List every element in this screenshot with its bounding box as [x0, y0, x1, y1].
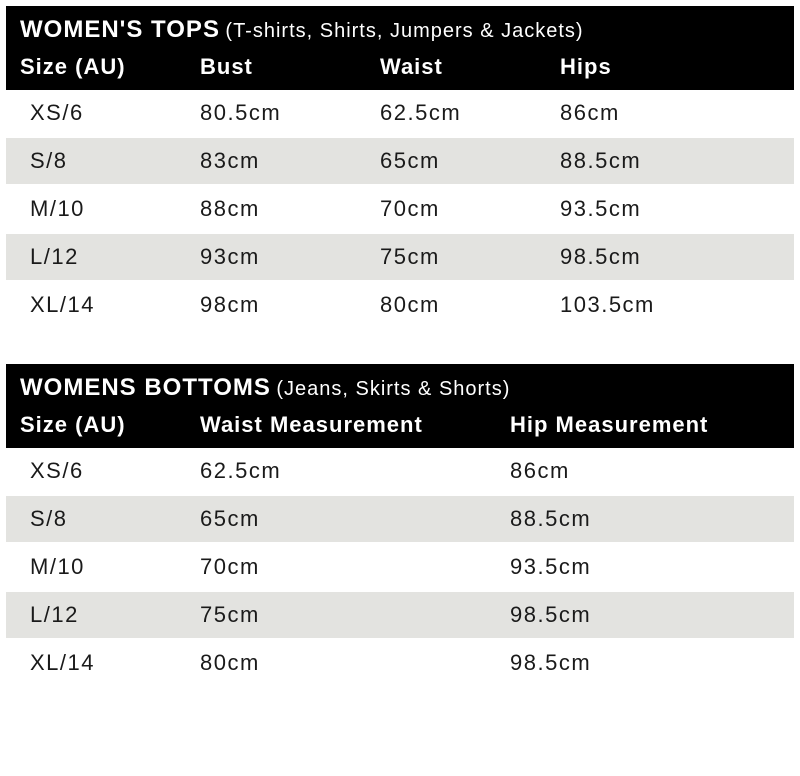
table-row: XS/6 80.5cm 62.5cm 86cm	[6, 90, 794, 138]
cell-size: S/8	[30, 506, 200, 532]
cell-waist: 75cm	[380, 244, 560, 270]
cell-hips: 88.5cm	[560, 148, 780, 174]
cell-waist: 75cm	[200, 602, 510, 628]
bottoms-subtitle-text: (Jeans, Skirts & Shorts)	[276, 378, 510, 400]
table-row: XL/14 80cm 98.5cm	[6, 640, 794, 688]
cell-size: XL/14	[30, 650, 200, 676]
cell-hip: 98.5cm	[510, 602, 780, 628]
cell-hips: 103.5cm	[560, 292, 780, 318]
cell-bust: 88cm	[200, 196, 380, 222]
cell-size: L/12	[30, 602, 200, 628]
table-row: S/8 83cm 65cm 88.5cm	[6, 138, 794, 186]
cell-bust: 98cm	[200, 292, 380, 318]
table-row: L/12 93cm 75cm 98.5cm	[6, 234, 794, 282]
tops-size-table: WOMEN'S TOPS (T-shirts, Shirts, Jumpers …	[6, 6, 794, 330]
cell-waist: 65cm	[200, 506, 510, 532]
table-row: XS/6 62.5cm 86cm	[6, 448, 794, 496]
tops-title: WOMEN'S TOPS	[20, 16, 220, 43]
tops-col-waist: Waist	[380, 54, 560, 80]
cell-bust: 93cm	[200, 244, 380, 270]
tops-col-bust: Bust	[200, 54, 380, 80]
bottoms-col-waist: Waist Measurement	[200, 412, 510, 438]
cell-hip: 88.5cm	[510, 506, 780, 532]
cell-size: XS/6	[30, 458, 200, 484]
cell-waist: 80cm	[200, 650, 510, 676]
cell-bust: 83cm	[200, 148, 380, 174]
bottoms-title-bar: WOMENS BOTTOMS (Jeans, Skirts & Shorts)	[6, 364, 794, 408]
bottoms-col-size: Size (AU)	[20, 412, 200, 438]
cell-size: XL/14	[30, 292, 200, 318]
table-row: L/12 75cm 98.5cm	[6, 592, 794, 640]
tops-col-size: Size (AU)	[20, 54, 200, 80]
bottoms-col-hip: Hip Measurement	[510, 412, 780, 438]
cell-size: M/10	[30, 196, 200, 222]
table-row: M/10 88cm 70cm 93.5cm	[6, 186, 794, 234]
cell-hip: 98.5cm	[510, 650, 780, 676]
cell-waist: 70cm	[380, 196, 560, 222]
cell-waist: 70cm	[200, 554, 510, 580]
cell-hips: 86cm	[560, 100, 780, 126]
cell-hip: 86cm	[510, 458, 780, 484]
cell-waist: 62.5cm	[200, 458, 510, 484]
cell-size: L/12	[30, 244, 200, 270]
tops-subtitle-text: (T-shirts, Shirts, Jumpers & Jackets)	[225, 20, 583, 42]
cell-hips: 98.5cm	[560, 244, 780, 270]
tops-header-row: Size (AU) Bust Waist Hips	[6, 50, 794, 90]
cell-size: XS/6	[30, 100, 200, 126]
cell-size: M/10	[30, 554, 200, 580]
cell-waist: 65cm	[380, 148, 560, 174]
table-row: S/8 65cm 88.5cm	[6, 496, 794, 544]
table-row: M/10 70cm 93.5cm	[6, 544, 794, 592]
cell-size: S/8	[30, 148, 200, 174]
cell-waist: 80cm	[380, 292, 560, 318]
tops-title-bar: WOMEN'S TOPS (T-shirts, Shirts, Jumpers …	[6, 6, 794, 50]
cell-hip: 93.5cm	[510, 554, 780, 580]
table-row: XL/14 98cm 80cm 103.5cm	[6, 282, 794, 330]
tops-col-hips: Hips	[560, 54, 780, 80]
cell-waist: 62.5cm	[380, 100, 560, 126]
bottoms-size-table: WOMENS BOTTOMS (Jeans, Skirts & Shorts) …	[6, 364, 794, 688]
cell-hips: 93.5cm	[560, 196, 780, 222]
bottoms-title: WOMENS BOTTOMS	[20, 374, 271, 401]
cell-bust: 80.5cm	[200, 100, 380, 126]
bottoms-header-row: Size (AU) Waist Measurement Hip Measurem…	[6, 408, 794, 448]
